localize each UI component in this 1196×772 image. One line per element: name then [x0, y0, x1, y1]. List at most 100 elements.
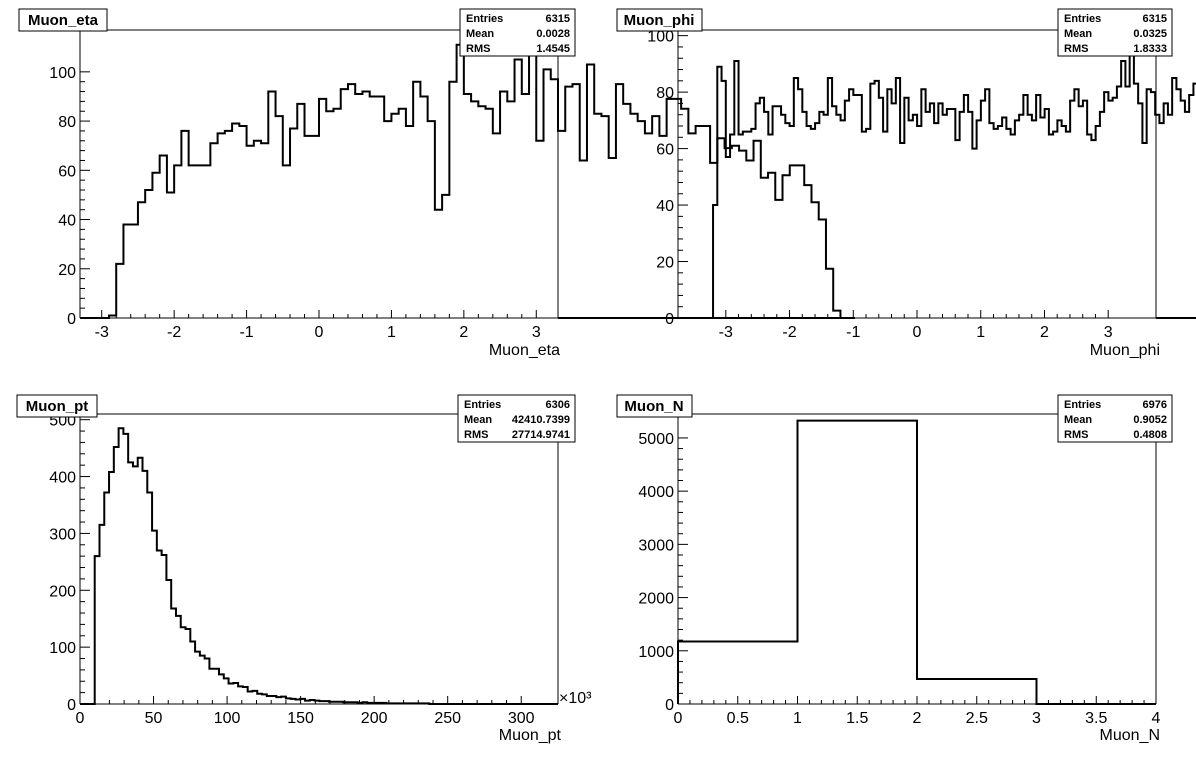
x-tick-label: 1 [387, 324, 396, 341]
x-tick-label: 2 [1040, 324, 1049, 341]
y-tick-label: 5000 [638, 431, 674, 448]
x-axis-title: Muon_eta [489, 342, 560, 359]
x-tick-label: 200 [361, 710, 388, 727]
x-tick-label: 1 [976, 324, 985, 341]
y-tick-label: 40 [58, 213, 76, 230]
stats-rms-label: RMS [466, 43, 490, 55]
y-tick-label: 60 [656, 142, 674, 159]
y-tick-label: 400 [49, 470, 76, 487]
stats-entries-label: Entries [1064, 399, 1101, 411]
y-tick-label: 4000 [638, 484, 674, 501]
y-tick-label: 100 [647, 29, 674, 46]
x-tick-label: 1.5 [846, 710, 868, 727]
y-tick-label: 300 [49, 526, 76, 543]
histogram-line [80, 427, 558, 705]
title-box: Muon_phi [616, 8, 703, 32]
stats-mean-value: 0.0028 [536, 28, 570, 40]
x-tick-label: -2 [782, 324, 796, 341]
stats-entries-value: 6315 [546, 13, 570, 25]
x-tick-label: 300 [508, 710, 535, 727]
x-tick-label: -3 [95, 324, 109, 341]
x-tick-label: 2 [459, 324, 468, 341]
stats-rms-value: 1.8333 [1133, 43, 1167, 55]
y-tick-label: 0 [67, 311, 76, 328]
y-tick-label: 100 [49, 65, 76, 82]
x-tick-label: 0 [315, 324, 324, 341]
y-tick-label: 3000 [638, 537, 674, 554]
x-tick-label: 250 [434, 710, 461, 727]
stats-rms-label: RMS [464, 429, 488, 441]
stats-rms-value: 0.4808 [1133, 429, 1167, 441]
stats-entries-label: Entries [1064, 13, 1101, 25]
x-tick-label: 1 [793, 710, 802, 727]
x-tick-label: 50 [145, 710, 163, 727]
x-tick-label: 0 [76, 710, 85, 727]
y-tick-label: 40 [656, 198, 674, 215]
y-tick-label: 80 [656, 85, 674, 102]
stats-box: Entries 6306 Mean 42410.7399 RMS 27714.9… [457, 394, 576, 443]
x-tick-label: 3.5 [1085, 710, 1107, 727]
stats-entries-value: 6306 [546, 399, 570, 411]
stats-entries-value: 6315 [1143, 13, 1167, 25]
x-tick-label: 3 [532, 324, 541, 341]
x-tick-label: 3 [1104, 324, 1113, 341]
title-box: Muon_pt [16, 394, 98, 418]
x-tick-label: 0 [913, 324, 922, 341]
tick-layer: 0 0.5 1 1.5 2 2.5 3 3.5 4 0 1000 2000 3000 4000 5000 [638, 431, 1160, 727]
tick-layer: -3 -2 -1 0 1 2 3 0 20 40 60 80 100 [647, 29, 1112, 341]
y-tick-label: 80 [58, 114, 76, 131]
x-tick-label: 2.5 [966, 710, 988, 727]
y-tick-label: 100 [49, 640, 76, 657]
stats-mean-label: Mean [466, 28, 494, 40]
stats-mean-label: Mean [1064, 414, 1092, 426]
chart-title: Muon_eta [28, 12, 99, 29]
title-box: Muon_N [616, 394, 693, 418]
y-tick-label: 20 [58, 262, 76, 279]
stats-rms-value: 27714.9741 [512, 429, 570, 441]
stats-mean-value: 42410.7399 [512, 414, 570, 426]
stats-mean-label: Mean [464, 414, 492, 426]
y-tick-label: 200 [49, 583, 76, 600]
y-tick-label: 0 [665, 697, 674, 714]
histogram-line [677, 419, 1156, 705]
panel-muon-n: 0 0.5 1 1.5 2 2.5 3 3.5 4 0 1000 2000 3000 4000 5000 M… [616, 394, 1173, 744]
stats-rms-label: RMS [1064, 43, 1088, 55]
title-box: Muon_eta [18, 8, 108, 32]
y-tick-label: 20 [656, 255, 674, 272]
stats-mean-label: Mean [1064, 28, 1092, 40]
y-tick-label: 0 [67, 697, 76, 714]
x-tick-label: 4 [1152, 710, 1161, 727]
y-tick-label: 1000 [638, 644, 674, 661]
tick-layer: -3 -2 -1 0 1 2 3 0 20 40 60 80 100 [49, 65, 541, 341]
chart-title: Muon_N [624, 398, 683, 415]
stats-entries-value: 6976 [1143, 399, 1167, 411]
x-tick-label: -1 [846, 324, 860, 341]
stats-box: Entries 6976 Mean 0.9052 RMS 0.4808 [1057, 394, 1173, 443]
x-axis-title: Muon_pt [499, 727, 562, 744]
stats-entries-label: Entries [466, 13, 503, 25]
x-tick-label: -3 [719, 324, 733, 341]
x-tick-label: 100 [214, 710, 241, 727]
x-axis-title: Muon_phi [1090, 342, 1160, 359]
y-tick-label: 60 [58, 163, 76, 180]
chart-title: Muon_phi [624, 12, 695, 29]
stats-rms-label: RMS [1064, 429, 1088, 441]
y-tick-label: 0 [665, 311, 674, 328]
x-axis-title: Muon_N [1100, 727, 1160, 744]
stats-mean-value: 0.0325 [1133, 28, 1167, 40]
y-tick-label: 2000 [638, 591, 674, 608]
chart-title: Muon_pt [26, 398, 88, 415]
x-tick-label: 2 [913, 710, 922, 727]
x-axis-multiplier: ×10³ [559, 690, 592, 707]
stats-mean-value: 0.9052 [1133, 414, 1167, 426]
stats-box: Entries 6315 Mean 0.0325 RMS 1.8333 [1057, 8, 1173, 57]
histogram-line [678, 43, 1196, 319]
x-tick-label: 3 [1032, 710, 1041, 727]
x-tick-label: -2 [167, 324, 181, 341]
x-tick-label: 150 [287, 710, 314, 727]
stats-box: Entries 6315 Mean 0.0028 RMS 1.4545 [459, 8, 576, 57]
panel-muon-phi: -3 -2 -1 0 1 2 3 0 20 40 60 80 100 Muon_phi Muon_phi… [616, 8, 1196, 359]
